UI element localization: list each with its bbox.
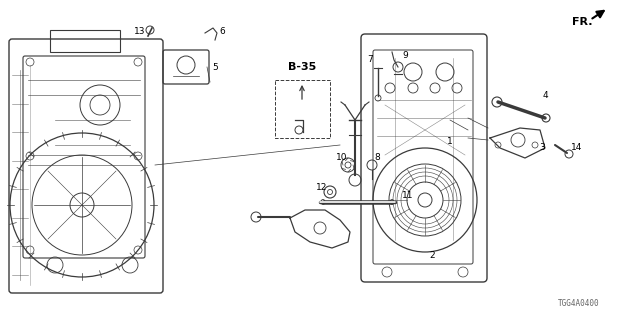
- Text: 14: 14: [572, 143, 582, 153]
- Text: 3: 3: [539, 143, 545, 153]
- Text: 6: 6: [219, 28, 225, 36]
- Text: B-35: B-35: [288, 62, 316, 72]
- Text: 7: 7: [367, 55, 373, 65]
- Text: 8: 8: [374, 154, 380, 163]
- Text: FR.: FR.: [572, 17, 593, 27]
- Text: 4: 4: [542, 91, 548, 100]
- Text: 1: 1: [447, 138, 453, 147]
- Text: 13: 13: [134, 28, 146, 36]
- Circle shape: [418, 193, 432, 207]
- Bar: [275, 80, 330, 138]
- Bar: [50, 30, 120, 52]
- Text: 10: 10: [336, 154, 348, 163]
- Text: 9: 9: [402, 52, 408, 60]
- Text: 5: 5: [212, 63, 218, 73]
- Text: 2: 2: [429, 251, 435, 260]
- Text: 12: 12: [316, 182, 328, 191]
- Text: 11: 11: [403, 191, 413, 201]
- Text: TGG4A0400: TGG4A0400: [558, 299, 600, 308]
